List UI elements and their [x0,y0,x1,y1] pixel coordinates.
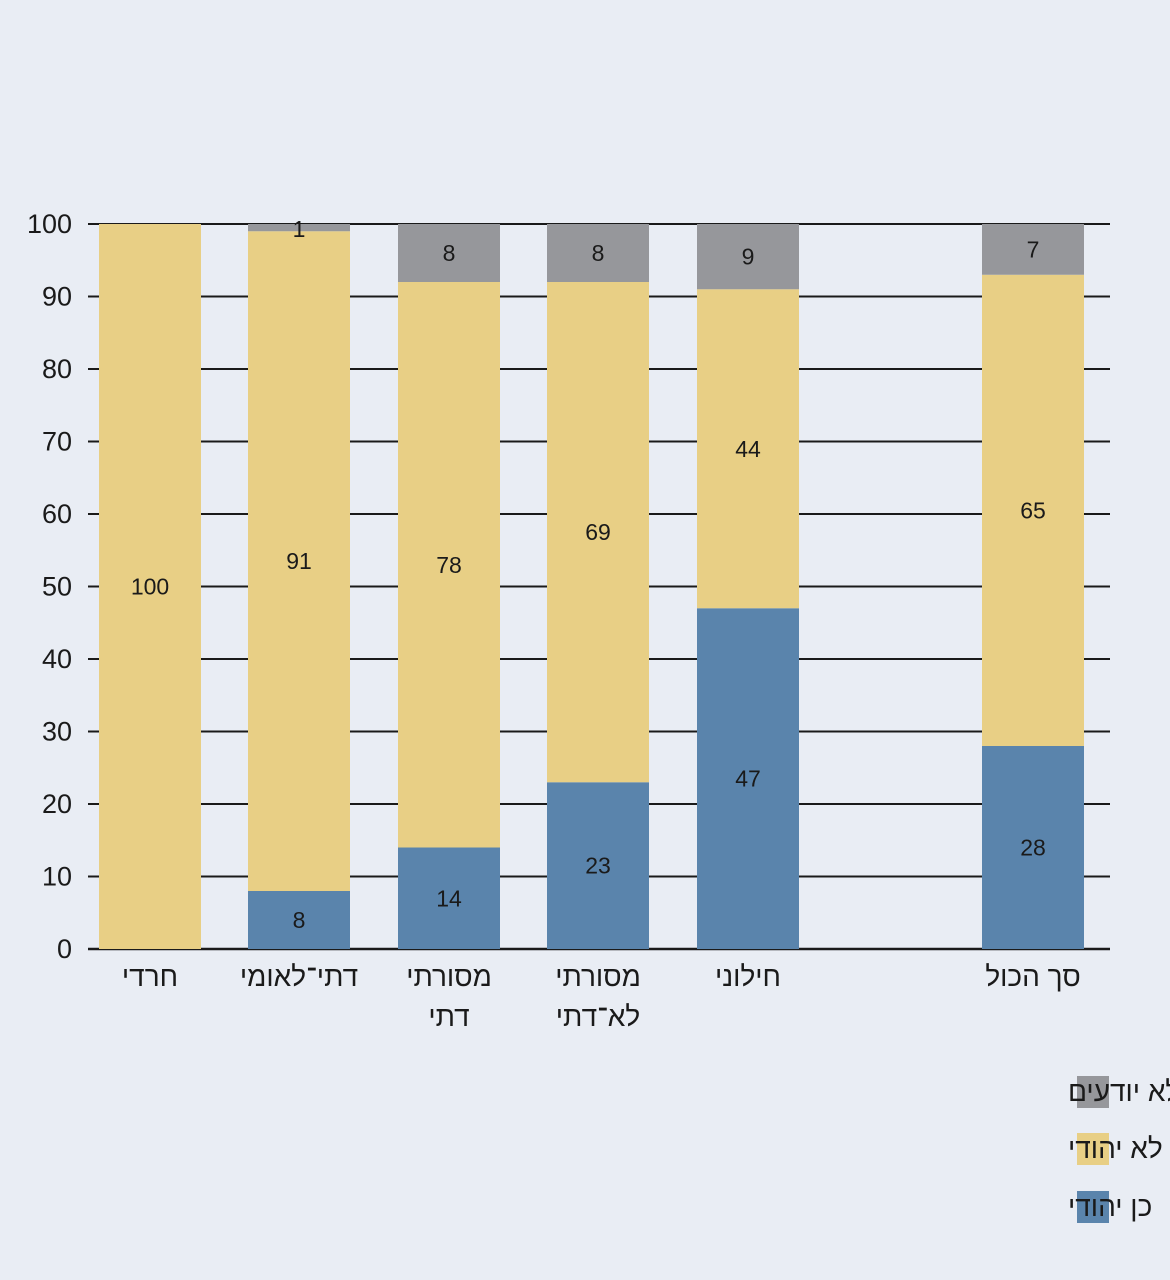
data-label: 23 [585,853,611,879]
category-label: דתי [428,1001,469,1032]
legend-label: לא יודעים [1068,1076,1170,1107]
bar-segment [248,891,350,949]
bar-segment [398,224,500,282]
y-axis: 0 10 20 30 40 50 60 70 80 90 100 [27,209,72,964]
bar-segment [982,746,1084,949]
bar-segment [547,782,649,949]
category-label: סך הכול [985,961,1080,992]
legend-label: לא יהודי [1068,1133,1163,1164]
x-axis: סך הכול חילוני מסורתי לא־דתי מסורתי דתי דתי־לא… [122,961,1081,1032]
bar-segment [547,224,649,282]
data-label: 1 [293,216,306,242]
category-label: לא־דתי [556,1001,640,1032]
data-label: 78 [436,552,462,578]
data-label: 69 [585,519,611,545]
data-label: 47 [735,766,761,792]
bar-segment [982,224,1084,275]
legend-swatch [1077,1191,1109,1223]
category-label: מסורתי [555,961,641,992]
y-tick-label: 100 [27,209,72,239]
bar-segment [547,282,649,783]
category-label: מסורתי [406,961,492,992]
data-label: 14 [436,885,462,911]
data-label: 91 [286,548,312,574]
bar-segment [248,224,350,232]
data-label: 65 [1020,497,1046,523]
data-label: 28 [1020,835,1046,861]
y-tick-label: 0 [57,934,72,964]
category-label: חרדי [122,961,178,992]
category-label: חילוני [715,961,781,992]
data-label: 8 [592,240,605,266]
y-tick-label: 40 [42,644,72,674]
legend-swatch [1077,1076,1109,1108]
y-tick-label: 60 [42,499,72,529]
bars: 28 65 7 47 44 9 23 69 8 14 78 8 8 91 1 100 [99,216,1084,949]
bar-segment [982,274,1084,746]
y-tick-label: 50 [42,572,72,602]
legend: לא יודעים לא יהודי כן יהודי [1068,1076,1170,1223]
bar-segment [99,224,201,949]
data-label: 100 [131,574,169,600]
data-label: 44 [735,436,761,462]
legend-label: כן יהודי [1068,1191,1152,1222]
y-tick-label: 10 [42,862,72,892]
y-tick-label: 90 [42,282,72,312]
data-label: 7 [1027,236,1040,262]
y-tick-label: 70 [42,427,72,457]
bar-segment [398,847,500,949]
y-tick-label: 20 [42,789,72,819]
y-tick-label: 80 [42,354,72,384]
bar-segment [697,289,799,609]
y-tick-label: 30 [42,717,72,747]
category-label: דתי־לאומי [240,961,358,992]
bar-segment [697,224,799,290]
legend-swatch [1077,1133,1109,1165]
data-label: 9 [742,244,755,270]
data-label: 8 [293,907,306,933]
bar-segment [697,608,799,949]
bar-segment [398,282,500,848]
data-label: 8 [443,240,456,266]
bar-segment [248,231,350,891]
